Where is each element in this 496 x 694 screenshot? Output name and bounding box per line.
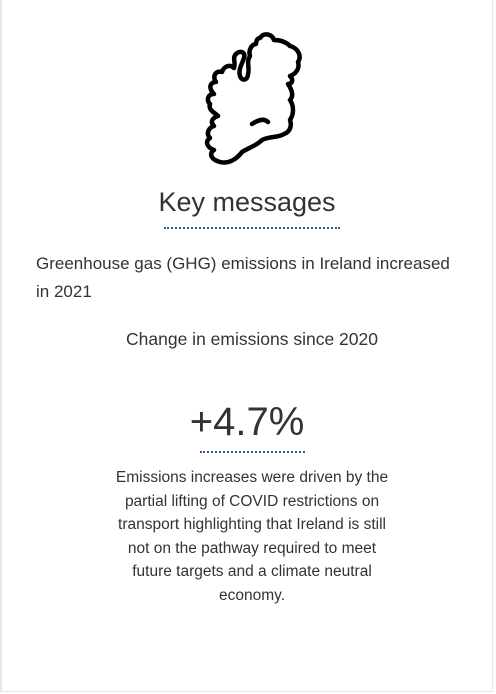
key-messages-summary: Greenhouse gas (GHG) emissions in Irelan…	[36, 254, 450, 301]
emissions-change-value: +4.7%	[189, 400, 305, 444]
key-messages-heading: Key messages	[158, 187, 336, 217]
ireland-map-icon	[204, 32, 302, 165]
stat-underline	[200, 451, 305, 453]
change-in-emissions-label: Change in emissions since 2020	[126, 329, 378, 349]
emissions-description: Emissions increases were driven by the p…	[115, 469, 389, 604]
heading-underline	[164, 227, 340, 229]
